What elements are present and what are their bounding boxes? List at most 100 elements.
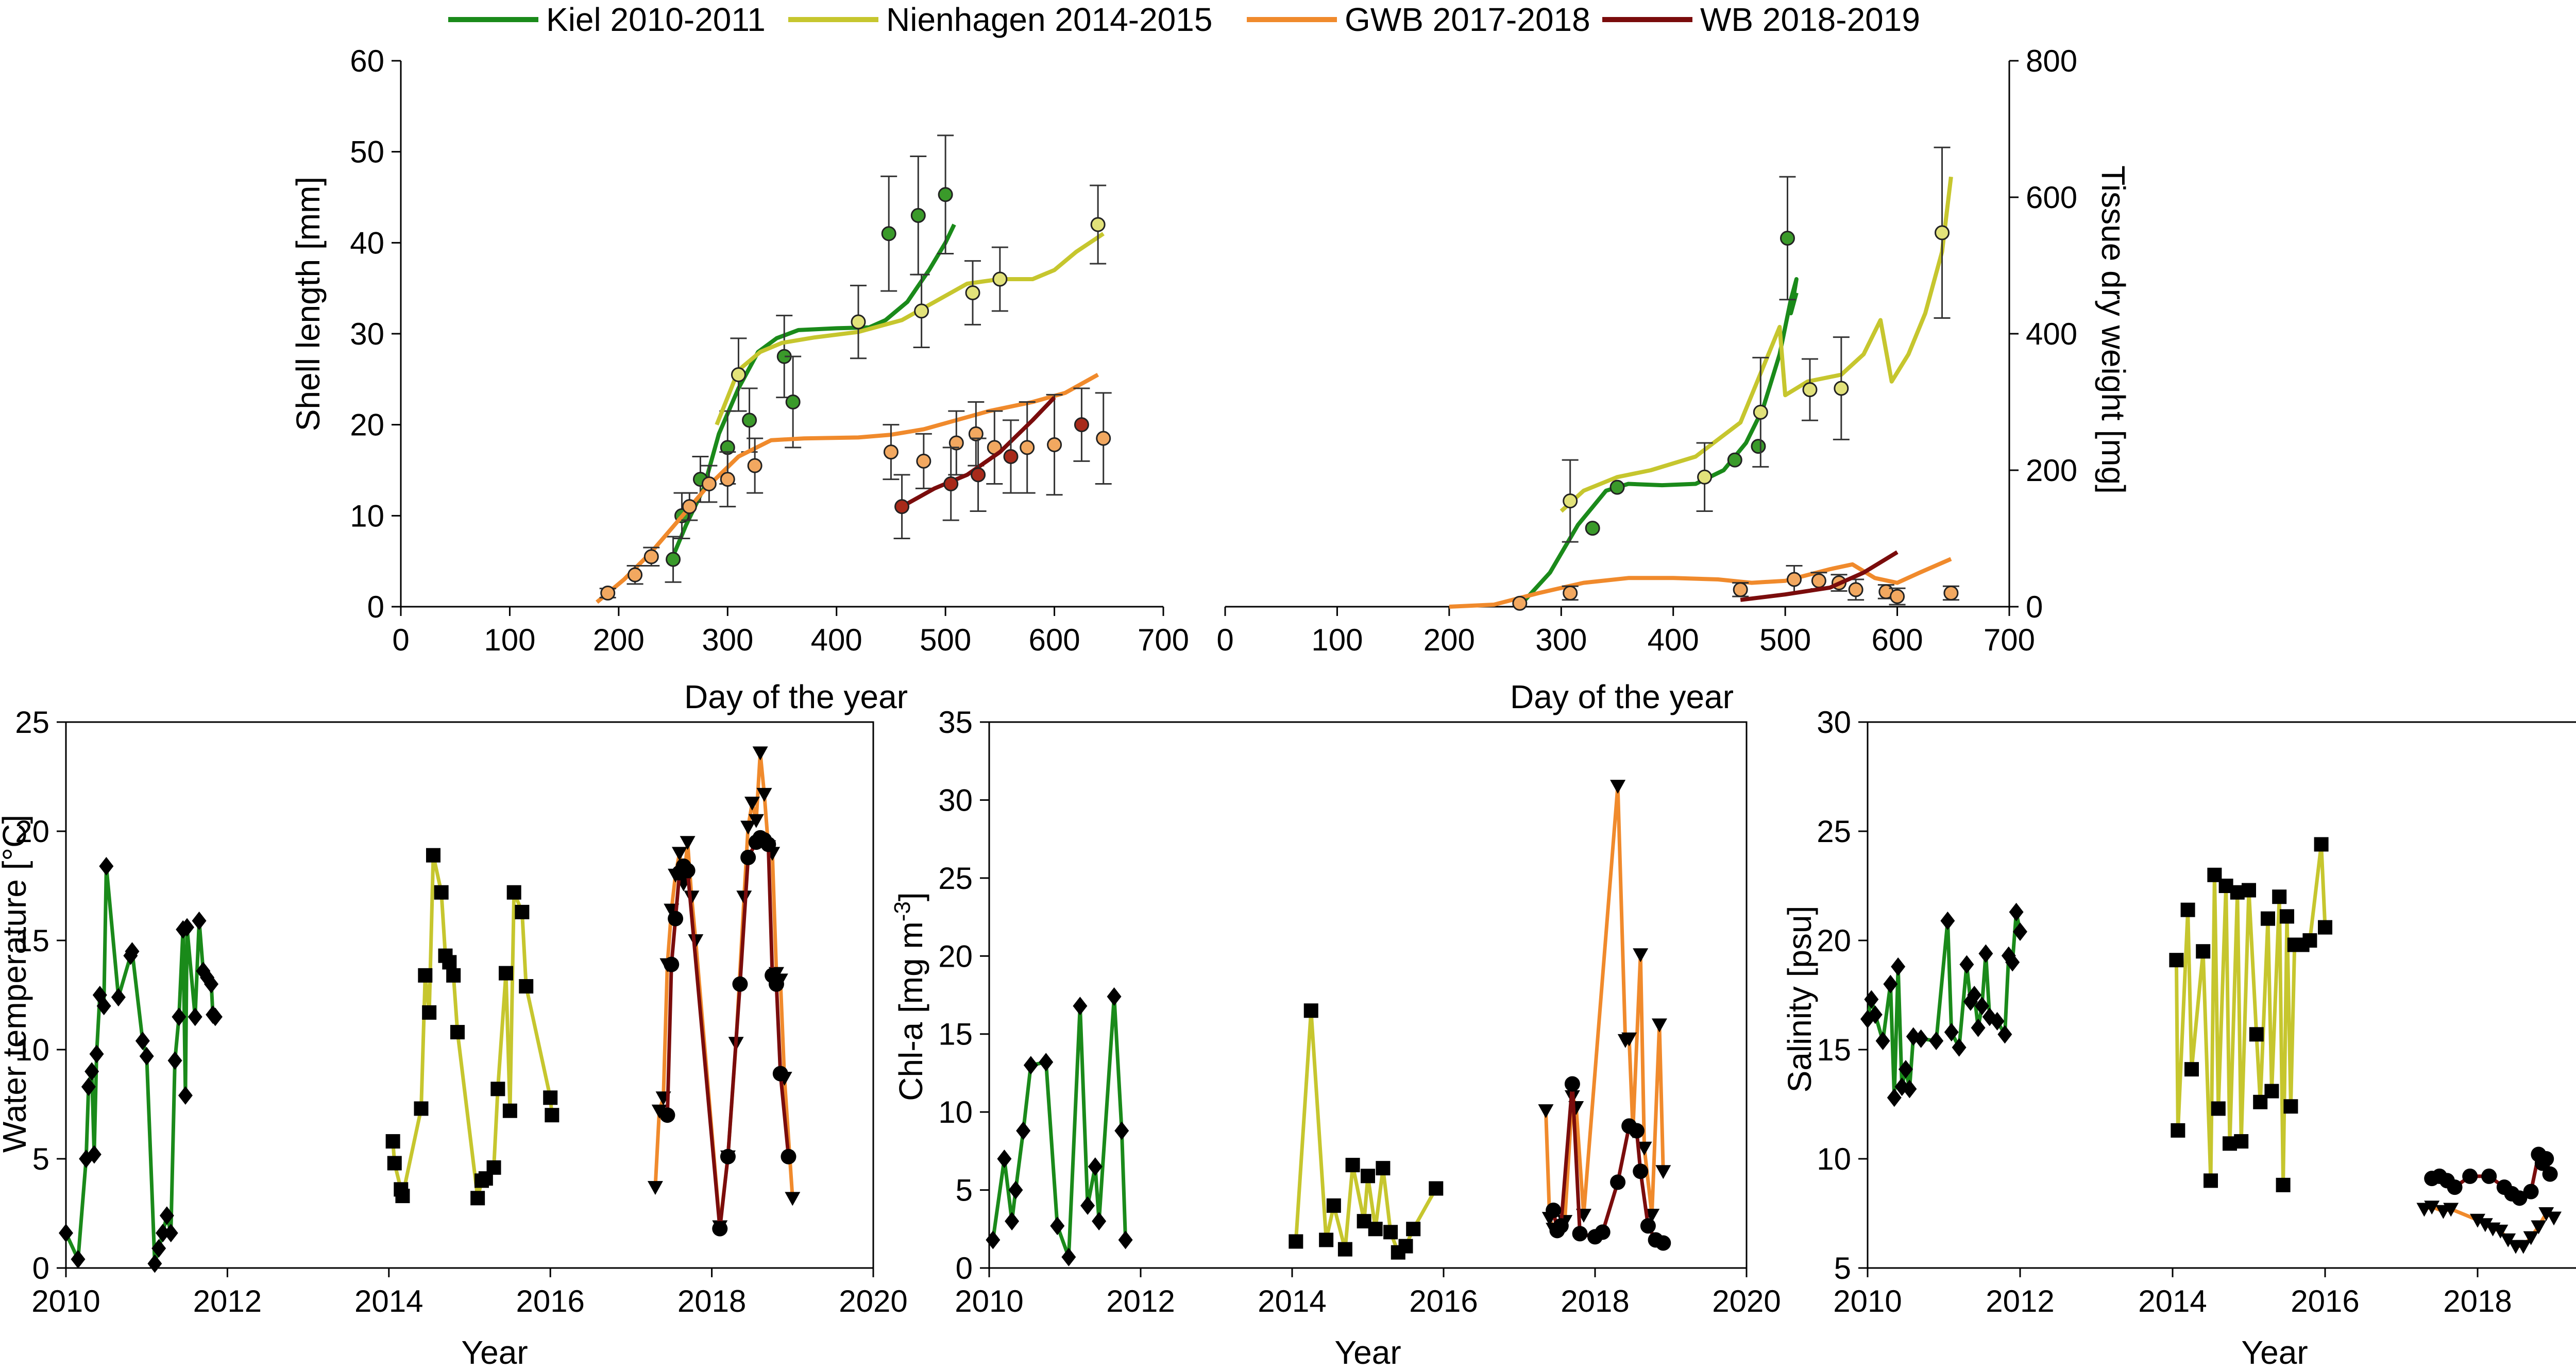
chla-x-tick-label: 2018 bbox=[1561, 1284, 1629, 1318]
tissue-x-tick-label: 300 bbox=[1535, 623, 1587, 657]
salinity-marker-gwb bbox=[2470, 1213, 2485, 1228]
temperature-marker-wb bbox=[768, 976, 784, 992]
chla-y-tick-label: 20 bbox=[938, 939, 973, 973]
shell-data-point-nienhagen bbox=[731, 367, 746, 382]
temperature-marker-wb bbox=[680, 863, 696, 879]
salinity-marker-kiel bbox=[2013, 922, 2027, 941]
salinity-marker-kiel bbox=[1990, 1012, 2005, 1031]
chla-marker-kiel bbox=[1050, 1216, 1065, 1236]
chla-x-tick-label: 2020 bbox=[1712, 1284, 1781, 1318]
salinity-x-tick-label: 2016 bbox=[2291, 1284, 2359, 1318]
shell-model-line-gwb bbox=[596, 373, 1099, 604]
legend-label-kiel: Kiel 2010-2011 bbox=[546, 1, 766, 38]
shell-data-point-kiel bbox=[938, 187, 953, 202]
chla-marker-wb bbox=[1553, 1218, 1569, 1234]
tissue-series-kiel bbox=[1520, 176, 1799, 605]
chla-y-tick-label: 35 bbox=[938, 705, 973, 740]
temperature-x-tick-label: 2020 bbox=[839, 1284, 907, 1318]
chla-marker-wb bbox=[1610, 1174, 1626, 1190]
shell-data-point-wb bbox=[1003, 449, 1019, 464]
shell-data-point-gwb bbox=[1047, 437, 1062, 453]
shell-length-chart: 0 100 200 300 400 500 600 700 0 10 20 30 40 50 60 bbox=[350, 44, 1189, 657]
chla-marker-nienhagen bbox=[1406, 1222, 1421, 1237]
temperature-marker-gwb bbox=[671, 847, 687, 861]
salinity-y-tick-label: 30 bbox=[1817, 705, 1851, 740]
salinity-x-tick-label: 2010 bbox=[1833, 1284, 1902, 1318]
temperature-marker-gwb bbox=[647, 1181, 663, 1195]
salinity-chart: 20102012201420162018202051015202530 bbox=[1817, 705, 2576, 1318]
tissue-model-line-gwb bbox=[1449, 557, 1952, 609]
temperature-marker-nienhagen bbox=[543, 1090, 558, 1105]
salinity-marker-nienhagen bbox=[2314, 837, 2329, 852]
shell-data-point-gwb bbox=[883, 444, 899, 460]
salinity-marker-kiel bbox=[1883, 974, 1898, 993]
shell-y-tick-label: 40 bbox=[350, 226, 384, 260]
chlorophyll-a-chart: 2010 2012 2014 2016 2018 2020 0 5 10 15 20 25 30 35 bbox=[938, 705, 1781, 1318]
salinity-y-tick-label: 5 bbox=[1834, 1251, 1851, 1286]
chla-x-tick-label: 2012 bbox=[1106, 1284, 1175, 1318]
temperature-marker-gwb bbox=[744, 796, 760, 811]
salinity-marker-nienhagen bbox=[2264, 1084, 2279, 1099]
temperature-marker-nienhagen bbox=[418, 968, 433, 983]
salinity-y-tick-label: 25 bbox=[1817, 814, 1851, 849]
temperature-marker-gwb bbox=[748, 814, 764, 828]
salinity-marker-nienhagen bbox=[2318, 920, 2332, 935]
temperature-marker-kiel bbox=[71, 1250, 86, 1269]
tissue-data-point-gwb bbox=[1811, 573, 1826, 589]
chla-marker-kiel bbox=[1114, 1121, 1129, 1140]
legend-label-wb: WB 2018-2019 bbox=[1700, 1, 1920, 38]
chla-marker-wb bbox=[1655, 1235, 1671, 1251]
salinity-marker-gwb bbox=[2546, 1211, 2562, 1226]
tissue-data-point-nienhagen bbox=[1753, 404, 1768, 420]
temperature-series-line-kiel bbox=[64, 864, 217, 1265]
chla-marker-nienhagen bbox=[1398, 1239, 1413, 1254]
temperature-plot-frame bbox=[65, 721, 874, 1269]
salinity-marker-nienhagen bbox=[2272, 889, 2287, 904]
chla-marker-nienhagen bbox=[1368, 1222, 1383, 1237]
tissue-y-tick-label: 400 bbox=[2026, 317, 2077, 351]
chla-x-tick-label: 2014 bbox=[1258, 1284, 1326, 1318]
salinity-marker-kiel bbox=[1902, 1079, 1917, 1099]
chla-marker-wb bbox=[1595, 1224, 1611, 1240]
chla-marker-kiel bbox=[1107, 987, 1122, 1006]
salinity-marker-gwb bbox=[2493, 1224, 2509, 1239]
chla-marker-nienhagen bbox=[1429, 1181, 1444, 1196]
shell-y-tick-label: 0 bbox=[367, 590, 384, 624]
tissue-x-tick-label: 400 bbox=[1648, 623, 1699, 657]
chla-series-gwb bbox=[1538, 780, 1671, 1237]
chla-marker-kiel bbox=[1088, 1157, 1103, 1176]
shell-data-point-gwb bbox=[701, 476, 717, 491]
temperature-marker-wb bbox=[740, 849, 756, 865]
chla-marker-gwb bbox=[1655, 1165, 1671, 1179]
chla-marker-nienhagen bbox=[1326, 1198, 1341, 1213]
temperature-marker-wb bbox=[664, 956, 680, 972]
temperature-marker-kiel bbox=[99, 856, 114, 876]
chla-marker-wb bbox=[1629, 1123, 1645, 1139]
temperature-marker-nienhagen bbox=[519, 979, 534, 994]
temperature-marker-nienhagen bbox=[426, 848, 440, 863]
temperature-marker-gwb bbox=[752, 746, 768, 761]
salinity-marker-nienhagen bbox=[2283, 1099, 2298, 1114]
salinity-marker-kiel bbox=[1875, 1032, 1890, 1051]
tissue-series-gwb bbox=[1449, 557, 1959, 611]
temperature-marker-kiel bbox=[172, 1007, 187, 1026]
chla-marker-wb bbox=[1633, 1163, 1649, 1179]
temperature-marker-kiel bbox=[204, 974, 219, 993]
salinity-marker-kiel bbox=[2005, 953, 2020, 972]
temperature-marker-nienhagen bbox=[515, 904, 530, 919]
tissue-xlabel: Day of the year bbox=[1510, 678, 1734, 715]
salinity-marker-gwb bbox=[2523, 1231, 2539, 1245]
temperature-marker-kiel bbox=[151, 1239, 166, 1258]
shell-y-tick-label: 20 bbox=[350, 408, 384, 442]
shell-data-point-kiel bbox=[881, 226, 896, 242]
tissue-data-point-nienhagen bbox=[1834, 381, 1849, 396]
salinity-series-line-nienhagen bbox=[2174, 842, 2327, 1187]
salinity-marker-nienhagen bbox=[2261, 911, 2275, 926]
shell-data-point-gwb bbox=[628, 567, 643, 582]
chla-marker-gwb bbox=[1610, 780, 1626, 794]
salinity-marker-nienhagen bbox=[2180, 902, 2195, 917]
temperature-marker-kiel bbox=[96, 997, 111, 1016]
chla-marker-kiel bbox=[1023, 1056, 1038, 1075]
legend-label-gwb: GWB 2017-2018 bbox=[1345, 1, 1590, 38]
chla-marker-kiel bbox=[1073, 997, 1088, 1016]
